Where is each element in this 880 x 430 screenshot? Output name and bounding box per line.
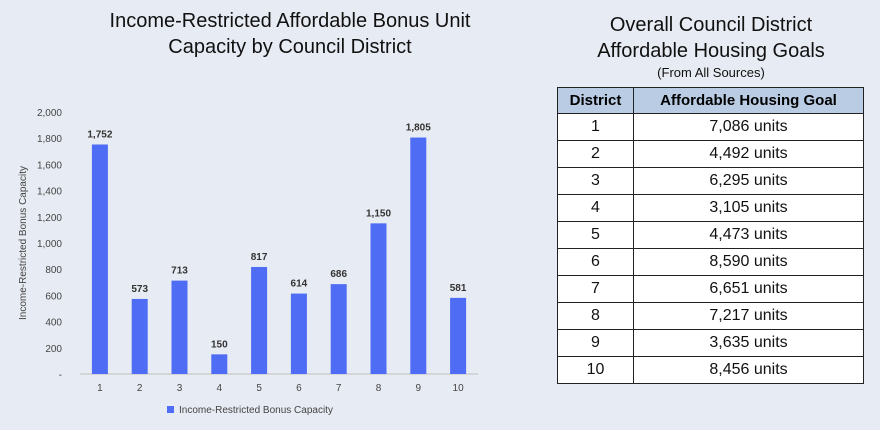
x-tick-label: 10 xyxy=(453,383,465,394)
district-cell: 9 xyxy=(557,329,634,357)
bar xyxy=(290,293,307,374)
affordable-housing-goals-table: District Affordable Housing Goal 1 7,086 … xyxy=(557,87,864,384)
y-tick-label: - xyxy=(59,370,62,381)
bar-value-label: 1,805 xyxy=(406,123,431,134)
goal-cell: 6,295 units xyxy=(633,167,864,195)
x-tick-label: 4 xyxy=(217,383,223,394)
y-tick-label: 1,400 xyxy=(37,187,62,198)
x-tick-label: 6 xyxy=(296,383,302,394)
bar-value-label: 817 xyxy=(251,252,268,263)
bar xyxy=(330,284,347,374)
district-cell: 6 xyxy=(557,248,634,276)
district-cell: 7 xyxy=(557,275,634,303)
bar-value-label: 686 xyxy=(330,269,347,280)
x-tick-label: 3 xyxy=(177,383,183,394)
y-axis-title: Income-Restricted Bonus Capacity xyxy=(18,166,29,320)
chart-title-line2: Capacity by Council District xyxy=(168,36,412,58)
goal-cell: 8,590 units xyxy=(633,248,864,276)
bar-value-label: 1,150 xyxy=(366,208,391,219)
bar-value-label: 150 xyxy=(211,339,228,350)
bar-value-label: 1,752 xyxy=(87,129,112,140)
bar xyxy=(131,298,148,374)
chart-title-line1: Income-Restricted Affordable Bonus Unit xyxy=(109,10,471,32)
bar xyxy=(211,354,228,374)
x-tick-label: 2 xyxy=(137,383,143,394)
y-tick-label: 1,200 xyxy=(37,213,62,224)
goal-cell: 3,105 units xyxy=(633,194,864,222)
bar xyxy=(370,223,387,374)
district-cell: 5 xyxy=(557,221,634,249)
goal-cell: 7,217 units xyxy=(633,302,864,330)
table-title-line1: Overall Council District xyxy=(609,14,813,36)
district-cell: 2 xyxy=(557,140,634,168)
y-tick-label: 800 xyxy=(45,265,62,276)
bar-value-label: 581 xyxy=(450,283,467,294)
x-tick-label: 5 xyxy=(256,383,262,394)
chart-title: Income-Restricted Affordable Bonus Unit … xyxy=(60,8,520,60)
goal-cell: 3,635 units xyxy=(633,329,864,357)
table-row: 2 4,492 units xyxy=(557,140,864,168)
bar-value-label: 713 xyxy=(171,266,188,277)
table-title: Overall Council District Affordable Hous… xyxy=(556,12,866,64)
x-tick-label: 1 xyxy=(97,383,103,394)
x-tick-label: 8 xyxy=(376,383,382,394)
column-header-goal: Affordable Housing Goal xyxy=(633,87,864,114)
table-row: 5 4,473 units xyxy=(557,221,864,249)
table-row: 8 7,217 units xyxy=(557,302,864,330)
goal-cell: 7,086 units xyxy=(633,113,864,141)
district-cell: 1 xyxy=(557,113,634,141)
bar xyxy=(251,266,268,374)
bar xyxy=(91,144,108,374)
y-tick-label: 200 xyxy=(45,344,62,355)
bar-value-label: 614 xyxy=(291,279,308,290)
district-cell: 8 xyxy=(557,302,634,330)
table-row: 10 8,456 units xyxy=(557,356,864,384)
y-tick-label: 2,000 xyxy=(37,108,62,119)
y-tick-label: 400 xyxy=(45,318,62,329)
bar-value-label: 573 xyxy=(131,284,148,295)
district-cell: 10 xyxy=(557,356,634,384)
table-row: 7 6,651 units xyxy=(557,275,864,303)
table-row: 3 6,295 units xyxy=(557,167,864,195)
table-row: 9 3,635 units xyxy=(557,329,864,357)
y-tick-label: 1,800 xyxy=(37,134,62,145)
goal-cell: 8,456 units xyxy=(633,356,864,384)
table-row: 4 3,105 units xyxy=(557,194,864,222)
district-cell: 4 xyxy=(557,194,634,222)
goal-cell: 4,473 units xyxy=(633,221,864,249)
bar xyxy=(450,297,467,374)
legend-swatch xyxy=(167,406,174,413)
table-subtitle: (From All Sources) xyxy=(657,65,765,80)
y-tick-label: 1,600 xyxy=(37,160,62,171)
district-cell: 3 xyxy=(557,167,634,195)
bar-chart: - 200 400 600 800 1,000 1,200 1,400 1,600 1,800 2,… xyxy=(18,108,478,416)
table-header-row: District Affordable Housing Goal xyxy=(557,87,864,114)
bar xyxy=(171,280,188,374)
legend-label: Income-Restricted Bonus Capacity xyxy=(179,405,333,416)
table-row: 1 7,086 units xyxy=(557,113,864,141)
bar xyxy=(410,137,427,374)
y-tick-label: 600 xyxy=(45,291,62,302)
x-tick-label: 7 xyxy=(336,383,342,394)
table-title-line2: Affordable Housing Goals xyxy=(597,40,825,62)
goal-cell: 6,651 units xyxy=(633,275,864,303)
table-row: 6 8,590 units xyxy=(557,248,864,276)
y-tick-label: 1,000 xyxy=(37,239,62,250)
x-tick-label: 9 xyxy=(416,383,422,394)
goal-cell: 4,492 units xyxy=(633,140,864,168)
column-header-district: District xyxy=(557,87,634,114)
